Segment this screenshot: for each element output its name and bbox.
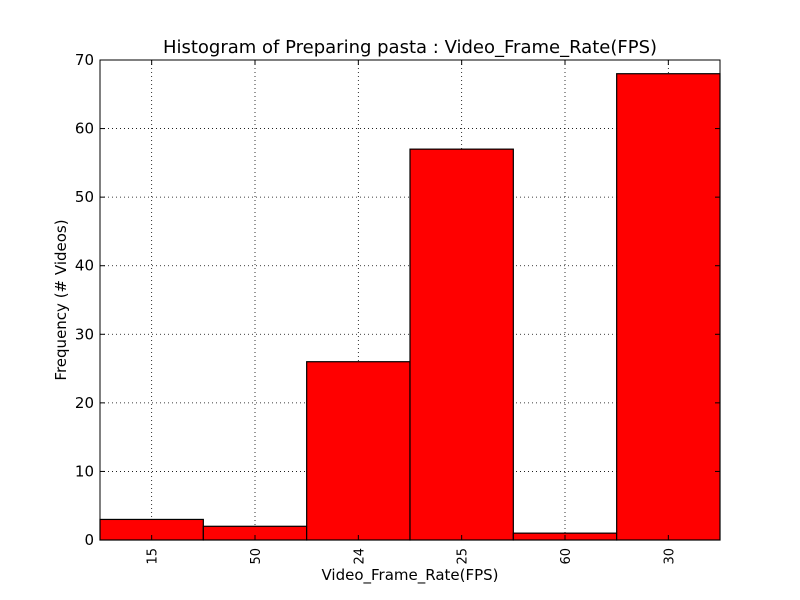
x-tick-label: 24: [352, 548, 367, 565]
bar: [616, 73, 721, 541]
x-tick-label: 25: [456, 548, 471, 565]
y-tick-label: 40: [75, 257, 94, 275]
x-axis-ticks: 15 50 24 25 60 30: [146, 60, 677, 565]
bar: [306, 361, 411, 541]
y-axis-label: Frequency (# Videos): [52, 219, 70, 380]
y-tick-label: 70: [75, 51, 94, 69]
y-tick-label: 60: [75, 120, 94, 138]
x-tick-label: 60: [559, 548, 574, 565]
y-tick-label: 50: [75, 188, 94, 206]
chart-title: Histogram of Preparing pasta : Video_Fra…: [163, 37, 657, 58]
y-tick-label: 20: [75, 394, 94, 412]
y-tick-label: 30: [75, 325, 94, 343]
plot-frame: [99, 59, 721, 541]
x-tick-label: 30: [662, 548, 677, 565]
y-tick-label: 0: [84, 531, 94, 549]
bars: [99, 73, 721, 541]
x-axis-label: Video_Frame_Rate(FPS): [321, 566, 498, 585]
bar: [409, 148, 514, 541]
x-tick-label: 50: [249, 548, 264, 565]
x-tick-label: 15: [146, 548, 161, 565]
y-tick-label: 10: [75, 462, 94, 480]
y-axis-ticks: 0 10 20 30 40 50 60 70: [75, 51, 720, 549]
